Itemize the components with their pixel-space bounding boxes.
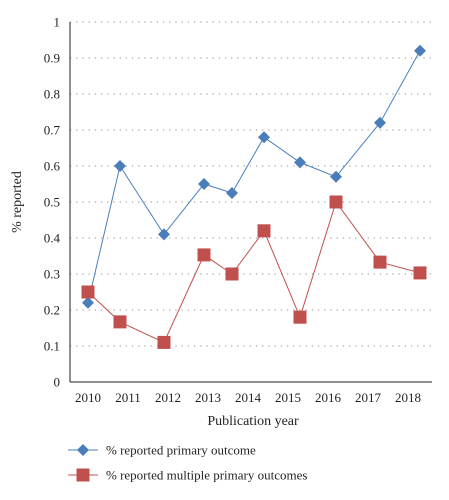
data-point-square [257, 224, 271, 238]
y-tick-label: 0.2 [44, 303, 60, 318]
x-axis-label: Publication year [207, 414, 299, 429]
x-tick-label: 2016 [315, 390, 342, 405]
legend: % reported primary outcome % reported mul… [68, 443, 307, 483]
data-point-diamond [158, 228, 170, 241]
data-point-square [293, 310, 307, 324]
data-point-diamond [258, 131, 270, 144]
data-point-square [225, 267, 239, 281]
grid-lines [70, 21, 432, 347]
series-line [87, 50, 421, 303]
data-point-square [329, 195, 343, 209]
data-point-square [197, 248, 211, 262]
y-tick-label: 0.8 [44, 87, 60, 102]
y-tick-label: 0.4 [44, 231, 61, 246]
legend-item: % reported multiple primary outcomes [68, 468, 307, 483]
legend-square-icon [76, 468, 90, 482]
x-tick-label: 2013 [195, 390, 221, 405]
x-tick-label: 2011 [115, 390, 141, 405]
y-tick-label: 0.9 [44, 51, 60, 66]
data-point-diamond [114, 160, 126, 172]
data-point-square [81, 285, 95, 299]
x-tick-label: 2015 [275, 390, 301, 405]
data-point-square [157, 335, 171, 349]
y-axis-label: % reported [10, 171, 25, 233]
x-tick-label: 2014 [235, 390, 262, 405]
x-tick-labels: 2010 2011 2012 2013 2014 2015 2016 2017 2018 [75, 390, 421, 405]
y-tick-label: 0.6 [44, 159, 61, 174]
legend-diamond-icon [77, 444, 89, 456]
data-point-square [113, 315, 127, 329]
x-tick-label: 2012 [155, 390, 181, 405]
y-tick-label: 0.5 [44, 195, 60, 210]
data-point-square [373, 255, 387, 269]
legend-label: % reported multiple primary outcomes [106, 468, 307, 483]
series-layer [81, 44, 427, 349]
x-tick-label: 2010 [75, 390, 101, 405]
y-tick-label: 0.3 [44, 267, 60, 282]
data-point-diamond [374, 116, 386, 129]
y-tick-labels: 0 0.1 0.2 0.3 0.4 0.5 0.6 0.7 0.8 0.9 1 [44, 15, 61, 390]
data-point-square [413, 266, 427, 280]
data-point-diamond [82, 296, 94, 309]
series-line [87, 200, 421, 344]
y-tick-label: 0 [54, 375, 61, 390]
legend-item: % reported primary outcome [68, 443, 256, 458]
data-point-diamond [414, 44, 426, 57]
series-primary-outcome [82, 44, 426, 309]
data-point-diamond [294, 156, 306, 169]
data-point-diamond [330, 170, 342, 183]
y-tick-label: 0.1 [44, 339, 60, 354]
series-multiple-primary-outcomes [81, 195, 427, 349]
x-tick-label: 2018 [395, 390, 421, 405]
x-tick-label: 2017 [355, 390, 382, 405]
y-tick-label: 0.7 [44, 123, 61, 138]
y-tick-label: 1 [54, 15, 61, 30]
legend-label: % reported primary outcome [106, 443, 256, 458]
data-point-diamond [198, 178, 210, 190]
data-point-diamond [226, 187, 238, 199]
